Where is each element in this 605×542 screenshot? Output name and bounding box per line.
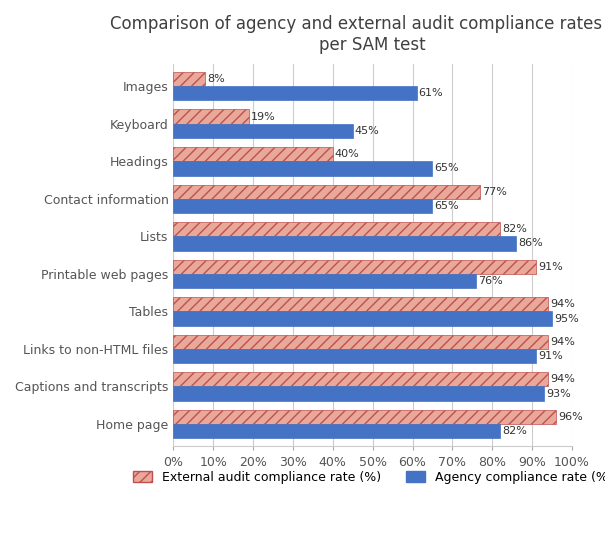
Text: 94%: 94% bbox=[550, 299, 575, 309]
Bar bbox=[173, 372, 548, 386]
Text: 94%: 94% bbox=[550, 375, 575, 384]
Bar bbox=[173, 109, 249, 124]
Text: 96%: 96% bbox=[558, 412, 583, 422]
Text: 91%: 91% bbox=[538, 262, 563, 272]
Bar bbox=[173, 162, 433, 176]
Bar bbox=[173, 260, 536, 274]
Text: 86%: 86% bbox=[518, 238, 543, 248]
Text: 19%: 19% bbox=[251, 112, 276, 121]
Bar bbox=[173, 274, 476, 288]
Text: 65%: 65% bbox=[434, 163, 459, 173]
Bar bbox=[173, 386, 544, 401]
Bar bbox=[173, 199, 433, 213]
Bar bbox=[173, 311, 552, 326]
Bar bbox=[173, 236, 516, 250]
Bar bbox=[173, 124, 353, 138]
Bar bbox=[173, 222, 500, 236]
Bar bbox=[173, 86, 416, 100]
Text: 40%: 40% bbox=[335, 149, 359, 159]
Text: 91%: 91% bbox=[538, 351, 563, 361]
Text: 77%: 77% bbox=[482, 186, 507, 197]
Bar bbox=[173, 424, 500, 438]
Bar bbox=[173, 334, 548, 349]
Title: Comparison of agency and external audit compliance rates (%)
per SAM test: Comparison of agency and external audit … bbox=[110, 15, 605, 54]
Bar bbox=[173, 147, 333, 162]
Text: 61%: 61% bbox=[419, 88, 443, 98]
Legend: External audit compliance rate (%), Agency compliance rate (%): External audit compliance rate (%), Agen… bbox=[126, 464, 605, 490]
Text: 76%: 76% bbox=[479, 276, 503, 286]
Bar bbox=[173, 349, 536, 363]
Bar bbox=[173, 410, 556, 424]
Text: 45%: 45% bbox=[355, 126, 379, 136]
Bar bbox=[173, 297, 548, 311]
Bar bbox=[173, 184, 480, 199]
Text: 82%: 82% bbox=[502, 224, 527, 234]
Text: 65%: 65% bbox=[434, 201, 459, 211]
Text: 8%: 8% bbox=[207, 74, 225, 84]
Text: 94%: 94% bbox=[550, 337, 575, 347]
Text: 93%: 93% bbox=[546, 389, 571, 398]
Text: 95%: 95% bbox=[554, 313, 579, 324]
Text: 82%: 82% bbox=[502, 426, 527, 436]
Bar bbox=[173, 72, 205, 86]
